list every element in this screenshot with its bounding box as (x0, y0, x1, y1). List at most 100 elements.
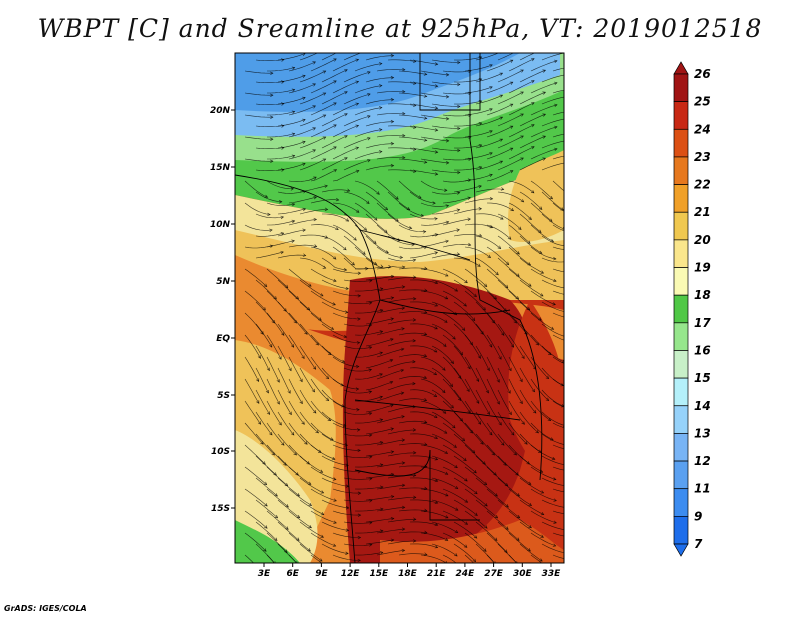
streamline (343, 543, 372, 546)
streamline-arrow (357, 513, 362, 517)
streamline-arrow (302, 118, 306, 122)
streamline-arrow (519, 400, 523, 405)
streamline (508, 400, 525, 425)
streamline-arrow (589, 79, 592, 82)
streamline (398, 487, 427, 490)
streamline (299, 70, 326, 83)
streamline (343, 93, 371, 105)
streamline-arrow (378, 106, 383, 110)
streamline (464, 334, 481, 359)
streamline (497, 367, 511, 394)
streamline (387, 81, 416, 84)
streamline (563, 522, 564, 523)
streamline-arrow (344, 135, 348, 139)
colorbar-swatch (673, 405, 689, 434)
streamline-arrow (442, 367, 446, 371)
streamline-arrow (288, 367, 292, 372)
streamline (398, 267, 427, 270)
streamline (255, 125, 284, 127)
streamline-arrow (313, 196, 318, 200)
streamline (497, 135, 524, 149)
streamline-arrow (542, 69, 546, 73)
streamline-arrow (578, 514, 581, 517)
streamline-arrow (589, 101, 592, 104)
streamline (354, 552, 383, 556)
streamline (321, 521, 349, 531)
streamline (387, 540, 416, 545)
streamline (497, 323, 514, 348)
streamline-arrow (444, 319, 448, 323)
streamline-arrow (445, 117, 450, 121)
streamline (563, 192, 564, 193)
streamline-arrow (367, 159, 371, 163)
streamline (420, 422, 447, 434)
streamline-arrow (473, 469, 477, 474)
streamline (530, 268, 557, 282)
streamline-arrow (478, 122, 483, 126)
streamline (332, 202, 360, 213)
streamline-arrow (401, 285, 406, 289)
streamline (486, 103, 513, 116)
streamline (486, 81, 513, 94)
streamline-arrow (296, 514, 301, 519)
streamline-arrow (461, 327, 466, 331)
streamline-arrow (464, 499, 469, 503)
streamline (519, 213, 542, 233)
streamline (431, 433, 457, 448)
streamline (442, 444, 467, 461)
streamline-arrow (282, 574, 285, 577)
streamline (376, 307, 405, 314)
streamline (453, 78, 482, 83)
streamline (288, 532, 311, 552)
streamline (552, 89, 564, 94)
streamline (442, 70, 471, 73)
streamline (552, 532, 564, 537)
streamline-arrow (355, 387, 360, 391)
streamline (552, 488, 564, 493)
streamline (244, 444, 266, 465)
streamline-arrow (444, 273, 449, 277)
streamline-arrow (550, 326, 555, 330)
streamline-arrow (333, 278, 337, 283)
streamline-arrow (434, 545, 439, 549)
streamline-arrow (547, 351, 552, 355)
streamline (244, 466, 267, 485)
streamline (255, 147, 284, 149)
streamline (552, 334, 564, 341)
streamline-arrow (531, 80, 535, 84)
colorbar-label: 9 (694, 509, 702, 523)
streamline (354, 331, 383, 336)
streamline-arrow (390, 538, 395, 542)
streamline (365, 275, 394, 281)
streamline-arrow (434, 457, 439, 461)
streamline-arrow (335, 197, 340, 202)
streamline-arrow (566, 95, 569, 98)
streamline-arrow (308, 525, 312, 529)
streamline (563, 434, 564, 435)
streamline-arrow (389, 358, 394, 363)
streamline (563, 390, 564, 391)
streamline-arrow (497, 245, 502, 250)
streamline-arrow (333, 146, 337, 150)
streamline-arrow (578, 131, 581, 134)
streamline (519, 69, 546, 83)
streamline (442, 197, 471, 204)
streamline-arrow (454, 485, 459, 489)
streamline (332, 488, 361, 494)
streamline-arrow (345, 286, 350, 291)
streamline-arrow (499, 138, 504, 142)
streamline-arrow (368, 301, 373, 305)
border-line (359, 229, 471, 261)
streamline (464, 198, 493, 204)
streamline (530, 202, 553, 222)
streamline-arrow (538, 206, 543, 210)
streamline (541, 235, 564, 247)
longitude-labels: 3E 6E 9E 12E 15E 18E 21E 24E 27E 30E 33E (258, 563, 561, 579)
streamline (266, 510, 289, 530)
streamline (453, 411, 473, 434)
streamline (321, 323, 347, 338)
streamline (244, 114, 273, 118)
streamline (310, 444, 336, 460)
streamline-arrow (510, 207, 515, 212)
streamline-arrow (578, 272, 581, 275)
